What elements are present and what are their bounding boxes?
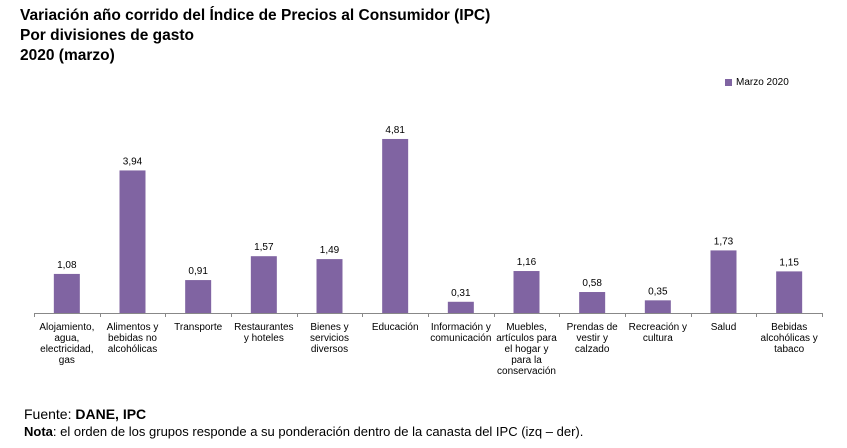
category-label-line: Alojamiento, — [39, 322, 94, 333]
chart-legend: Marzo 2020 — [725, 77, 789, 88]
note-text: : el orden de los grupos responde a su p… — [52, 424, 584, 439]
category-label-line: alcohólicas y — [761, 333, 818, 344]
note-line: Nota: el orden de los grupos responde a … — [24, 423, 583, 440]
data-label: 1,73 — [714, 236, 734, 247]
source-value: DANE, IPC — [75, 406, 147, 422]
category-label-line: Recreación y — [629, 322, 687, 333]
category-label-line: electricidad, — [40, 344, 93, 355]
legend-swatch — [725, 79, 732, 86]
bar — [710, 250, 737, 313]
category-label-line: artículos para — [496, 333, 557, 344]
category-label-line: gas — [59, 355, 75, 366]
category-label: Educación — [372, 322, 419, 333]
category-label: Muebles, artículos para el hogar y para la c… — [496, 322, 557, 377]
title-line-3: 2020 (marzo) — [20, 47, 115, 64]
category-label: Bebidas alcohólicas y tabaco — [761, 322, 818, 355]
bar-chart: 1,08 Alojamiento, agua, electricidad, gas 3,9… — [34, 125, 823, 377]
category-label-line: tabaco — [774, 344, 804, 355]
bar — [250, 256, 277, 313]
bar — [579, 292, 606, 313]
data-label: 0,58 — [582, 278, 602, 289]
chart-title: Variación año corrido del Índice de Prec… — [20, 6, 490, 66]
bar — [447, 301, 474, 313]
category-label-line: Salud — [711, 322, 737, 333]
title-line-2: Por divisiones de gasto — [20, 27, 194, 44]
category-label-line: vestir y — [576, 333, 608, 344]
category-label-line: Bebidas — [771, 322, 807, 333]
data-label: 0,35 — [648, 286, 668, 297]
category-label: Salud — [711, 322, 737, 333]
category-label-line: Transporte — [174, 322, 222, 333]
category-label-line: Bienes y — [310, 322, 348, 333]
category-label: Información y comunicación — [430, 322, 491, 344]
category-label-line: el hogar y — [505, 344, 549, 355]
category-label-line: Restaurantes — [234, 322, 293, 333]
bar — [644, 300, 671, 313]
category-label-line: agua, — [54, 333, 79, 344]
category-label-line: bebidas no — [108, 333, 157, 344]
category-label-line: comunicación — [430, 333, 491, 344]
bar — [513, 271, 540, 313]
category-label-line: Alimentos y — [107, 322, 159, 333]
data-label: 1,16 — [517, 257, 537, 268]
bar — [382, 138, 409, 313]
bar — [776, 271, 803, 313]
category-label: Alimentos y bebidas no alcohólicas — [107, 322, 159, 355]
category-label: Alojamiento, agua, electricidad, gas — [39, 322, 94, 366]
data-label: 1,08 — [57, 260, 77, 271]
category-label: Prendas de vestir y calzado — [567, 322, 619, 355]
bar — [119, 170, 146, 313]
data-label: 1,15 — [779, 257, 799, 268]
data-label: 4,81 — [385, 125, 405, 136]
category-label-line: Prendas de — [567, 322, 619, 333]
source-line: Fuente: DANE, IPC — [24, 405, 583, 423]
category-label-line: calzado — [575, 344, 610, 355]
category-label-line: conservación — [497, 366, 556, 377]
category-label-line: y hoteles — [244, 333, 284, 344]
category-label-line: Educación — [372, 322, 419, 333]
category-label-line: Información y — [431, 322, 491, 333]
data-label: 3,94 — [123, 156, 143, 167]
bar — [185, 280, 212, 313]
bar — [53, 273, 80, 313]
bar — [316, 259, 343, 313]
category-label-line: diversos — [311, 344, 348, 355]
source-label: Fuente: — [24, 406, 76, 422]
category-label: Transporte — [174, 322, 222, 333]
category-label-line: para la — [511, 355, 542, 366]
data-label: 0,31 — [451, 288, 471, 299]
category-label-line: alcohólicas — [108, 344, 157, 355]
data-label: 1,49 — [320, 245, 340, 256]
data-label: 0,91 — [188, 266, 208, 277]
category-label: Restaurantes y hoteles — [234, 322, 293, 344]
category-label-line: Muebles, — [506, 322, 547, 333]
legend-label: Marzo 2020 — [736, 77, 789, 88]
footer: Fuente: DANE, IPC Nota: el orden de los … — [24, 405, 583, 440]
category-label: Recreación y cultura — [629, 322, 687, 344]
category-label-line: cultura — [643, 333, 673, 344]
data-label: 1,57 — [254, 242, 274, 253]
note-label: Nota — [24, 424, 53, 439]
category-label: Bienes y servicios diversos — [310, 322, 349, 355]
title-line-1: Variación año corrido del Índice de Prec… — [20, 7, 491, 24]
category-label-line: servicios — [310, 333, 349, 344]
